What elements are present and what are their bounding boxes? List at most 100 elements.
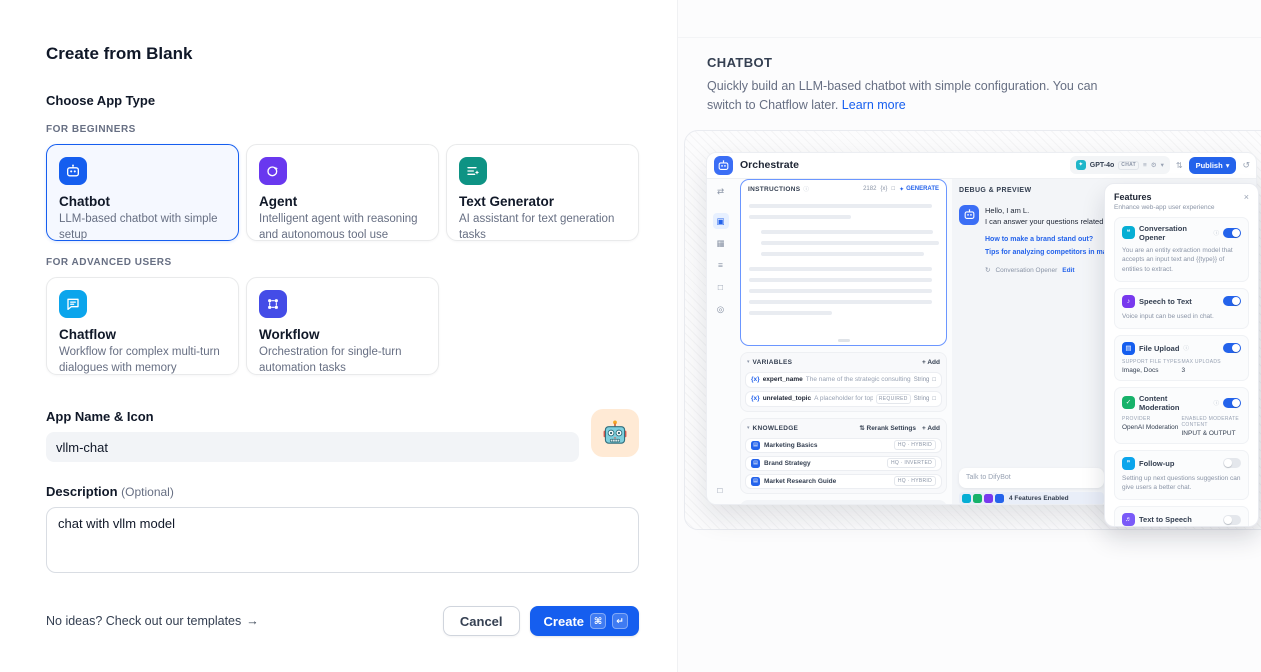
description-textarea[interactable]: chat with vllm model [46, 507, 639, 573]
shot-title: Orchestrate [740, 159, 799, 171]
speech-mini-icon [984, 493, 993, 503]
app-type-card-chatbot[interactable]: Chatbot LLM-based chatbot with simple se… [46, 144, 239, 241]
variable-row: {x} expert_name The name of the strategi… [745, 371, 942, 388]
chatflow-icon [59, 290, 87, 318]
learn-more-link[interactable]: Learn more [841, 97, 906, 112]
feature-toggle [1223, 296, 1241, 307]
card-description: Workflow for complex multi-turn dialogue… [59, 346, 220, 374]
rerank-settings-button: ⇅ Rerank Settings [859, 425, 916, 432]
publish-button: Publish ▾ [1188, 156, 1237, 174]
create-from-blank-panel: Create from Blank Choose App Type FOR BE… [46, 44, 639, 636]
shot-config-column: INSTRUCTIONS ⓘ 2182 {x} □ ✦ GENERATE [740, 178, 947, 505]
knowledge-row: ▤ Brand Strategy HQ · INVERTED [745, 455, 942, 471]
char-count: 2182 [863, 186, 877, 192]
debug-preview-heading: DEBUG & PREVIEW [959, 186, 1032, 194]
workflow-icon [259, 290, 287, 318]
string-type-icon: □ [932, 395, 936, 402]
chevron-down-icon: ▾ [1160, 162, 1164, 169]
app-type-preview-panel: CHATBOT Quickly build an LLM-based chatb… [677, 0, 1261, 672]
card-title: Workflow [259, 327, 320, 342]
preview-description: Quickly build an LLM-based chatbot with … [707, 79, 1098, 112]
feature-toggle [1223, 458, 1241, 468]
variable-token-icon: {x} [751, 376, 760, 383]
text-generator-icon [459, 157, 487, 185]
app-name-row: App Name & Icon [46, 409, 639, 462]
vision-row: ◉ Vision ⓘ RESOLUTION ⓘ High Low [740, 499, 947, 505]
app-name-label: App Name & Icon [46, 409, 154, 424]
for-beginners-label: FOR BEGINNERS [46, 124, 136, 135]
feature-card-text-to-speech: ♬ Text to Speech Conversation messages c… [1114, 506, 1249, 526]
features-panel: Features × Enhance web-app user experien… [1104, 182, 1259, 527]
edit-link: Edit [1062, 266, 1075, 274]
moderation-mini-icon [973, 493, 982, 503]
card-description: Orchestration for single-turn automation… [259, 346, 402, 374]
variables-section: ▾ VARIABLES + Add {x} expert_name The na… [740, 351, 947, 412]
chevron-down-icon: ▾ [1225, 160, 1230, 170]
templates-link[interactable]: No ideas? Check out our templates → [46, 614, 259, 628]
conversation-opener-row: ↻ Conversation Opener Edit [985, 266, 1075, 275]
model-selector: ✦ GPT-4o CHAT ≡ ⚙ ▾ [1069, 156, 1170, 174]
upload-mini-icon [995, 493, 1004, 503]
cancel-button[interactable]: Cancel [442, 606, 520, 636]
preview-image-frame: Orchestrate ✦ GPT-4o CHAT ≡ ⚙ ▾ ⇅ [684, 129, 1261, 530]
app-icon-picker-button[interactable] [591, 409, 639, 457]
spark-icon: ✦ [899, 186, 905, 193]
add-knowledge-button: + Add [922, 424, 940, 432]
optional-hint: (Optional) [121, 485, 174, 499]
close-icon: × [1243, 191, 1249, 202]
moderation-icon: ✓ [1122, 396, 1135, 409]
retrieval-tag: HQ · HYBRID [893, 476, 936, 486]
advanced-app-type-cards: Chatflow Workflow for complex multi-turn… [46, 277, 639, 375]
knowledge-row: ▤ Market Research Guide HQ · HYBRID [745, 473, 942, 489]
feature-card-speech-to-text: ♪ Speech to Text Voice input can be used… [1114, 287, 1249, 329]
model-provider-icon: ✦ [1075, 160, 1086, 170]
orchestrate-screenshot: Orchestrate ✦ GPT-4o CHAT ≡ ⚙ ▾ ⇅ [706, 151, 1261, 527]
loop-icon: ↻ [985, 267, 991, 275]
sidebar-preview-icon: ▦ [716, 237, 725, 248]
opener-mini-icon [962, 493, 971, 503]
for-advanced-users-label: FOR ADVANCED USERS [46, 257, 172, 268]
card-title: Text Generator [459, 194, 555, 209]
sliders-icon: ⇅ [1175, 160, 1183, 170]
chat-input: Talk to DifyBot [959, 467, 1104, 488]
knowledge-row: ▤ Marketing Basics HQ · HYBRID [745, 437, 942, 453]
app-type-card-chatflow[interactable]: Chatflow Workflow for complex multi-turn… [46, 277, 239, 375]
retrieval-tag: HQ · INVERTED [886, 458, 936, 468]
sidebar-corner-icon: □ [717, 484, 723, 495]
shot-sidebar: ⇄ ▣ ▦ ≡ □ ◎ □ [707, 179, 734, 504]
app-name-input[interactable] [46, 432, 579, 462]
card-title: Chatflow [59, 327, 116, 342]
dataset-icon: ▤ [751, 440, 760, 450]
shot-body: ⇄ ▣ ▦ ≡ □ ◎ □ INSTRUCTIONS [707, 178, 1256, 505]
app-type-card-text-generator[interactable]: Text Generator AI assistant for text gen… [446, 144, 639, 241]
app-type-card-workflow[interactable]: Workflow Orchestration for single-turn a… [246, 277, 439, 375]
sidebar-globe-icon: ◎ [716, 303, 725, 314]
app-type-card-agent[interactable]: Agent Intelligent agent with reasoning a… [246, 144, 439, 241]
feature-card-conversation-opener: ❝ Conversation Opener ⓘ You are an entit… [1114, 216, 1249, 282]
card-title: Chatbot [59, 194, 110, 209]
features-subtitle: Enhance web-app user experience [1114, 203, 1215, 211]
feature-card-content-moderation: ✓ Content Moderation ⓘ PROVIDER OpenAI M… [1114, 386, 1249, 444]
create-button[interactable]: Create ⌘ ↵ [529, 606, 639, 636]
dataset-icon: ▤ [751, 458, 760, 468]
cmd-key-icon: ⌘ [590, 613, 606, 629]
info-icon: ⓘ [1213, 230, 1219, 237]
agent-icon [259, 157, 287, 185]
variables-icon: {x} [880, 186, 888, 192]
feature-card-file-upload: ▤ File Upload ⓘ SUPPORT FILE TYPES Image… [1114, 334, 1249, 381]
knowledge-section: ▾ KNOWLEDGE ⇅ Rerank Settings + Add [740, 417, 947, 494]
temperature-icon: ≡ [1143, 161, 1147, 169]
feature-toggle [1223, 397, 1241, 408]
feature-toggle [1223, 514, 1241, 525]
instructions-panel: INSTRUCTIONS ⓘ 2182 {x} □ ✦ GENERATE [740, 178, 947, 346]
variable-token-icon: {x} [751, 395, 760, 402]
generate-button: ✦ GENERATE [899, 186, 939, 193]
bot-message: Hello, I am L. I can answer your questio… [959, 204, 1104, 260]
string-type-icon: □ [932, 376, 936, 383]
resize-handle [837, 338, 850, 342]
preview-heading: CHATBOT [707, 55, 773, 70]
text-to-speech-icon: ♬ [1122, 513, 1135, 526]
resolution-low-option: Low [914, 504, 941, 505]
settings-icon: ⚙ [1150, 162, 1157, 169]
